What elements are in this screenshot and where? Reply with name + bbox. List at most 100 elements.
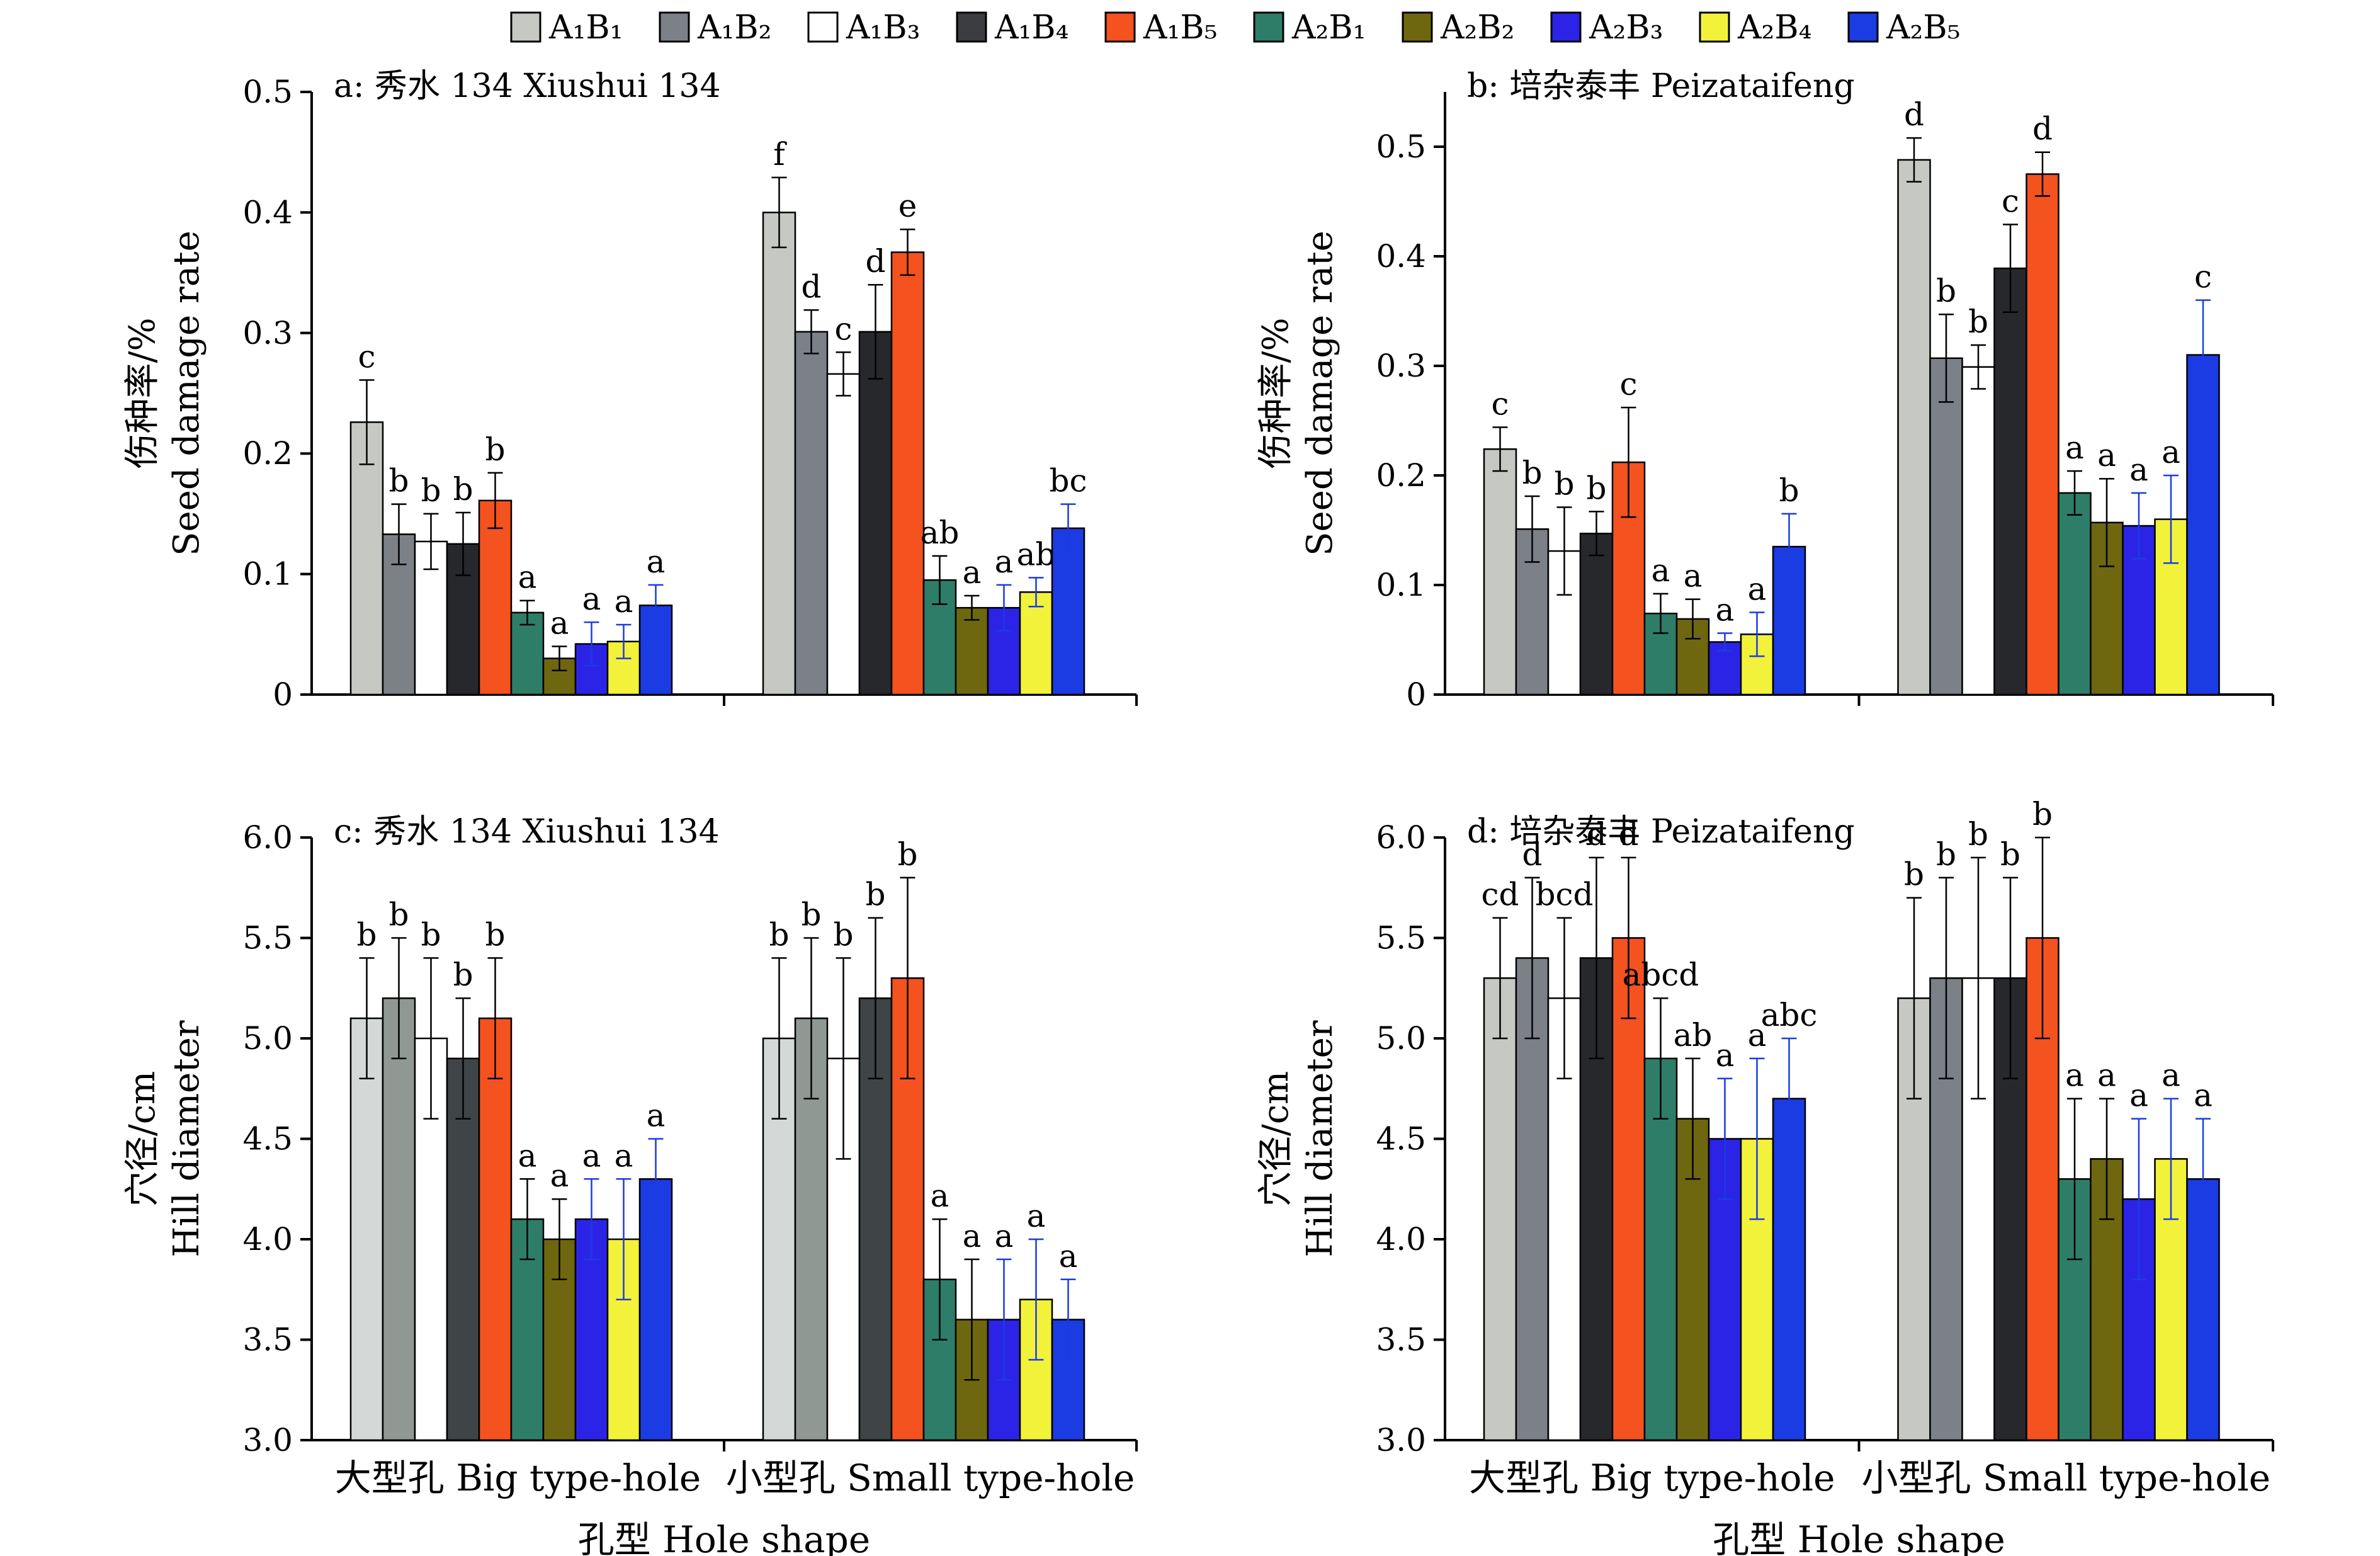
legend-swatch — [1847, 11, 1879, 43]
significance-letter: d — [2032, 111, 2053, 147]
significance-letter: b — [2032, 796, 2053, 832]
y-tick-label: 0.4 — [242, 194, 293, 230]
legend-label: A₁B₄ — [994, 9, 1068, 47]
y-tick-label: 0.1 — [1376, 567, 1426, 603]
significance-letter: b — [1586, 470, 1606, 506]
legend-swatch — [659, 11, 690, 43]
significance-letter: a — [995, 543, 1014, 580]
significance-letter: d — [865, 243, 885, 280]
y-tick-label: 3.5 — [1376, 1322, 1426, 1358]
y-tick-label: 0 — [1406, 676, 1426, 713]
significance-letter: f — [773, 136, 787, 173]
significance-letter: a — [615, 1137, 633, 1174]
significance-letter: c — [1491, 385, 1509, 422]
bar-big-1 — [1483, 448, 1517, 696]
bar-big-6 — [1643, 1057, 1678, 1441]
y-axis-label-cn: 伤种率/% — [122, 317, 163, 469]
bar-small-5 — [890, 251, 925, 696]
bar-small-1 — [762, 212, 796, 696]
bar-small-6 — [2058, 492, 2092, 696]
bar-small-7 — [955, 606, 989, 696]
significance-letter: b — [865, 877, 885, 913]
significance-letter: c — [1619, 366, 1637, 402]
legend-label: A₂B₄ — [1737, 9, 1811, 47]
y-tick-label: 5.0 — [1376, 1020, 1426, 1057]
bar-big-2 — [382, 997, 416, 1441]
legend-swatch — [1253, 11, 1284, 43]
panel-title: d: 培杂泰丰 Peizataifeng — [1467, 813, 1855, 851]
significance-letter: d — [801, 268, 821, 305]
y-axis-label-en: Hill diameter — [1300, 1020, 1340, 1257]
significance-letter: abcd — [1623, 957, 1699, 993]
bar-big-6 — [510, 611, 545, 696]
significance-letter: d — [1522, 836, 1542, 873]
significance-letter: a — [2097, 437, 2116, 474]
y-tick-label: 5.0 — [242, 1020, 293, 1057]
significance-letter: bc — [1049, 463, 1087, 499]
significance-letter: b — [421, 472, 441, 509]
significance-letter: a — [647, 543, 666, 580]
significance-letter: a — [2162, 1057, 2180, 1094]
y-axis-label-cn: 伤种率/% — [1255, 317, 1296, 469]
legend-swatch — [1402, 11, 1433, 43]
bar-big-2 — [382, 533, 416, 696]
significance-letter: c — [834, 310, 852, 347]
panel-title: b: 培杂泰丰 Peizataifeng — [1467, 67, 1855, 105]
x-category-label: 大型孔 Big type-hole — [335, 1457, 701, 1499]
legend-label: A₁B₁ — [548, 9, 623, 47]
significance-letter: a — [1748, 1017, 1767, 1053]
legend-label: A₂B₃ — [1589, 9, 1663, 47]
significance-letter: b — [801, 897, 821, 933]
significance-letter: a — [995, 1218, 1014, 1254]
y-axis-label-cn: 穴径/cm — [1255, 1071, 1296, 1207]
significance-letter: a — [2162, 434, 2180, 470]
significance-letter: bcd — [1535, 877, 1593, 913]
significance-letter: a — [1059, 1238, 1078, 1275]
legend: A₁B₁ A₁B₂ A₁B₃ A₁B₄ A₁B₅ A₂B₁ A₂B₂ A₂B₃ A₂B₄ A₂B₅ — [510, 9, 1960, 47]
significance-letter: a — [647, 1098, 666, 1134]
bar-big-5 — [478, 499, 513, 696]
legend-swatch — [807, 11, 839, 43]
significance-letter: ab — [921, 514, 960, 551]
significance-letter: ab — [1017, 536, 1056, 572]
significance-letter: b — [356, 916, 377, 953]
y-tick-label: 0.3 — [242, 315, 293, 351]
y-tick-label: 4.0 — [1376, 1221, 1426, 1258]
significance-letter: a — [963, 554, 982, 591]
significance-letter: a — [1027, 1198, 1046, 1234]
bar-big-1 — [349, 1017, 384, 1441]
significance-letter: a — [518, 559, 537, 596]
significance-letter: d — [1618, 816, 1638, 853]
significance-letter: ab — [1674, 1017, 1713, 1053]
bar-small-10 — [1051, 527, 1085, 696]
bar-small-2 — [794, 331, 829, 696]
significance-letter: a — [1684, 558, 1703, 594]
significance-letter: b — [833, 916, 853, 953]
significance-letter: b — [485, 916, 505, 953]
bar-big-5 — [478, 1017, 513, 1441]
bar-big-4 — [1579, 532, 1614, 696]
significance-letter: a — [615, 583, 633, 620]
legend-label: A₂B₂ — [1440, 9, 1514, 47]
legend-swatch — [1104, 11, 1136, 43]
bar-small-4 — [858, 331, 893, 696]
bar-big-4 — [446, 1057, 480, 1441]
x-axis-title: 孔型 Hole shape — [1713, 1518, 2005, 1556]
legend-item-2: A₁B₂ — [659, 9, 771, 47]
significance-letter: c — [2194, 259, 2212, 295]
x-axis-title: 孔型 Hole shape — [578, 1518, 870, 1556]
legend-item-10: A₂B₅ — [1847, 9, 1960, 47]
significance-letter: a — [2065, 1057, 2084, 1094]
legend-label: A₁B₃ — [846, 9, 920, 47]
y-axis-label-en: Seed damage rate — [166, 230, 207, 556]
significance-letter: b — [1936, 273, 1956, 309]
significance-letter: b — [388, 463, 409, 499]
x-category-label: 小型孔 Small type-hole — [1861, 1457, 2270, 1499]
legend-item-3: A₁B₃ — [807, 9, 920, 47]
significance-letter: b — [1968, 304, 1988, 340]
legend-label: A₂B₅ — [1886, 9, 1960, 47]
significance-letter: a — [582, 581, 601, 617]
significance-letter: a — [518, 1137, 537, 1174]
significance-letter: cd — [1481, 877, 1519, 913]
significance-letter: b — [1968, 816, 1988, 853]
